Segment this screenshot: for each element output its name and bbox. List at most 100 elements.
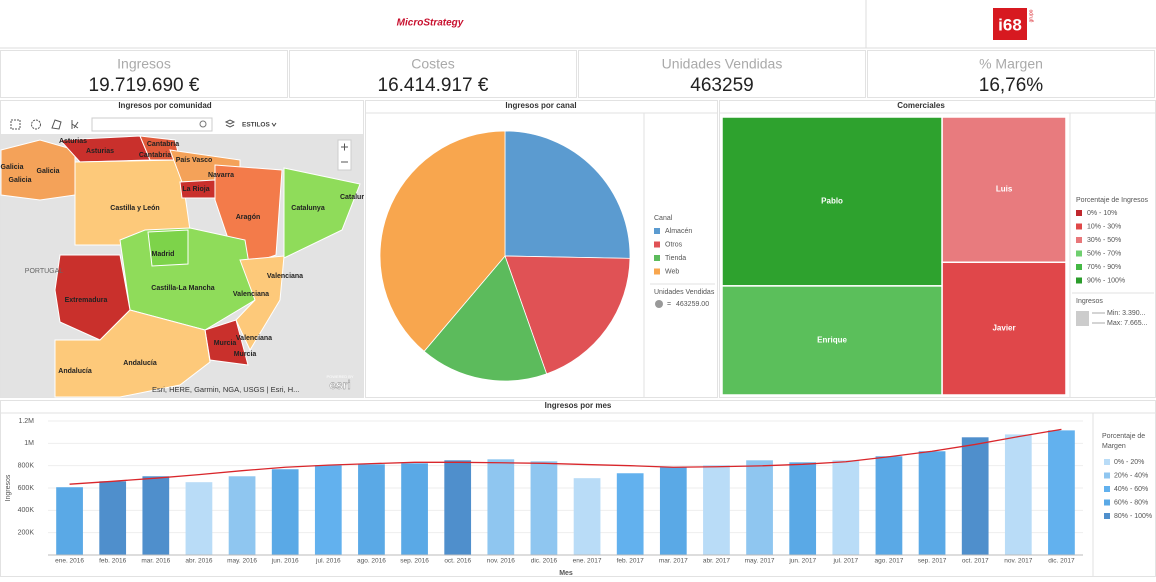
x-tick-label: dic. 2017 xyxy=(1048,558,1075,565)
pie-slice xyxy=(504,130,631,259)
pie-slice xyxy=(379,130,506,352)
y-tick-label: 600K xyxy=(18,485,35,492)
bar xyxy=(832,460,860,555)
bar xyxy=(228,476,256,555)
bar xyxy=(573,478,601,555)
clear-tool[interactable] xyxy=(71,120,79,129)
legend-label: 30% - 50% xyxy=(1087,237,1121,244)
legend-swatch xyxy=(1076,210,1082,216)
legend-title: Porcentaje de Ingresos xyxy=(1076,197,1148,204)
region-label: Castilla-La Mancha xyxy=(151,285,215,292)
logo-tag: grupo xyxy=(1028,9,1034,22)
region-label: Catalur xyxy=(340,194,364,201)
region-label: Castilla y León xyxy=(110,205,159,212)
size-legend-relation: = xyxy=(667,301,671,308)
x-tick-label: jun. 2016 xyxy=(271,558,299,565)
pie-slice xyxy=(423,255,548,382)
legend-swatch xyxy=(1076,237,1082,243)
legend-swatch xyxy=(654,228,660,234)
bar xyxy=(1004,434,1032,555)
size-legend-lines xyxy=(1092,312,1105,324)
treemap-label: Javier xyxy=(992,324,1015,333)
treemap-cell xyxy=(941,116,1067,264)
zoom-icons xyxy=(341,143,348,163)
x-tick-label: nov. 2017 xyxy=(1004,558,1032,565)
region-label: Cantabria xyxy=(147,141,179,148)
treemap-label: Luis xyxy=(996,185,1013,194)
bar xyxy=(358,464,385,555)
x-tick-label: oct. 2016 xyxy=(444,558,471,565)
polygon-tool[interactable] xyxy=(51,119,62,130)
region xyxy=(147,229,189,267)
region-label: Asturias xyxy=(59,138,87,145)
bar xyxy=(1048,430,1075,555)
region-label: Catalunya xyxy=(291,205,325,212)
legend-label: Web xyxy=(665,268,679,275)
region-label: Cantabria xyxy=(139,152,171,159)
legend-swatch xyxy=(654,241,660,248)
x-tick-label: may. 2016 xyxy=(227,558,257,565)
kpi-label: Costes xyxy=(411,56,455,72)
region-label: País Vasco xyxy=(176,157,213,164)
region xyxy=(283,167,361,259)
legend-swatch xyxy=(1104,459,1110,465)
x-tick-label: ene. 2017 xyxy=(573,558,602,565)
legend-label: 0% - 10% xyxy=(1087,210,1117,217)
region-label: Navarra xyxy=(208,172,234,179)
region-label: Aragón xyxy=(236,214,261,221)
bar xyxy=(875,456,903,555)
region-label: Asturias xyxy=(86,148,114,155)
bar xyxy=(530,461,558,555)
kpi-card xyxy=(867,50,1155,98)
x-tick-label: ene. 2016 xyxy=(55,558,84,565)
bar xyxy=(703,465,730,555)
logo-box xyxy=(993,8,1027,40)
region xyxy=(54,309,211,398)
x-tick-label: jun. 2017 xyxy=(788,558,816,565)
kpi-value: 16,76% xyxy=(979,75,1044,96)
region-label: Valenciana xyxy=(233,291,269,298)
y-axis-label: Ingresos xyxy=(5,474,12,501)
x-tick-label: ago. 2017 xyxy=(874,558,903,565)
size-legend-title: Unidades Vendidas xyxy=(654,289,715,296)
treemap-label: Pablo xyxy=(821,197,843,206)
region xyxy=(235,255,285,352)
layers-icon[interactable] xyxy=(224,119,236,128)
region-label: Galicia xyxy=(1,164,24,171)
bar xyxy=(56,487,83,555)
treemap-label: Enrique xyxy=(817,336,847,345)
chart-title: Ingresos por mes xyxy=(545,401,612,410)
select-tool[interactable] xyxy=(10,119,21,130)
bar xyxy=(444,460,472,555)
x-tick-label: jul. 2016 xyxy=(315,558,341,565)
x-tick-label: sep. 2017 xyxy=(918,558,947,565)
map-title: Ingresos por comunidad xyxy=(118,101,211,110)
brand: esri xyxy=(329,378,350,392)
bar xyxy=(314,465,342,555)
legend-title: Canal xyxy=(654,215,673,222)
trend-line xyxy=(69,428,1062,485)
legend-title: Porcentaje de Margen xyxy=(1102,433,1145,450)
legend-swatch xyxy=(654,255,660,261)
x-tick-label: mar. 2017 xyxy=(659,558,688,565)
bar xyxy=(185,482,213,555)
x-tick-label: abr. 2017 xyxy=(703,558,730,565)
legend-label: 90% - 100% xyxy=(1087,277,1125,284)
x-axis-label: Mes xyxy=(559,570,573,577)
x-tick-label: feb. 2016 xyxy=(99,558,126,565)
search-icon xyxy=(199,120,207,128)
region-label: La Rioja xyxy=(182,186,209,193)
styles-button[interactable]: ESTILOS xyxy=(242,122,270,129)
bar xyxy=(789,462,817,555)
search-box[interactable] xyxy=(91,117,213,132)
region-label: Valenciana xyxy=(267,273,303,280)
size-legend-min: Min: 3.390... xyxy=(1107,310,1146,317)
bar xyxy=(99,481,127,555)
x-tick-label: may. 2017 xyxy=(745,558,775,565)
treemap-cell xyxy=(721,285,943,396)
x-tick-label: sep. 2016 xyxy=(400,558,429,565)
circle-tool[interactable] xyxy=(31,119,41,130)
kpi-value: 463259 xyxy=(690,75,753,96)
kpi-card xyxy=(0,50,288,98)
